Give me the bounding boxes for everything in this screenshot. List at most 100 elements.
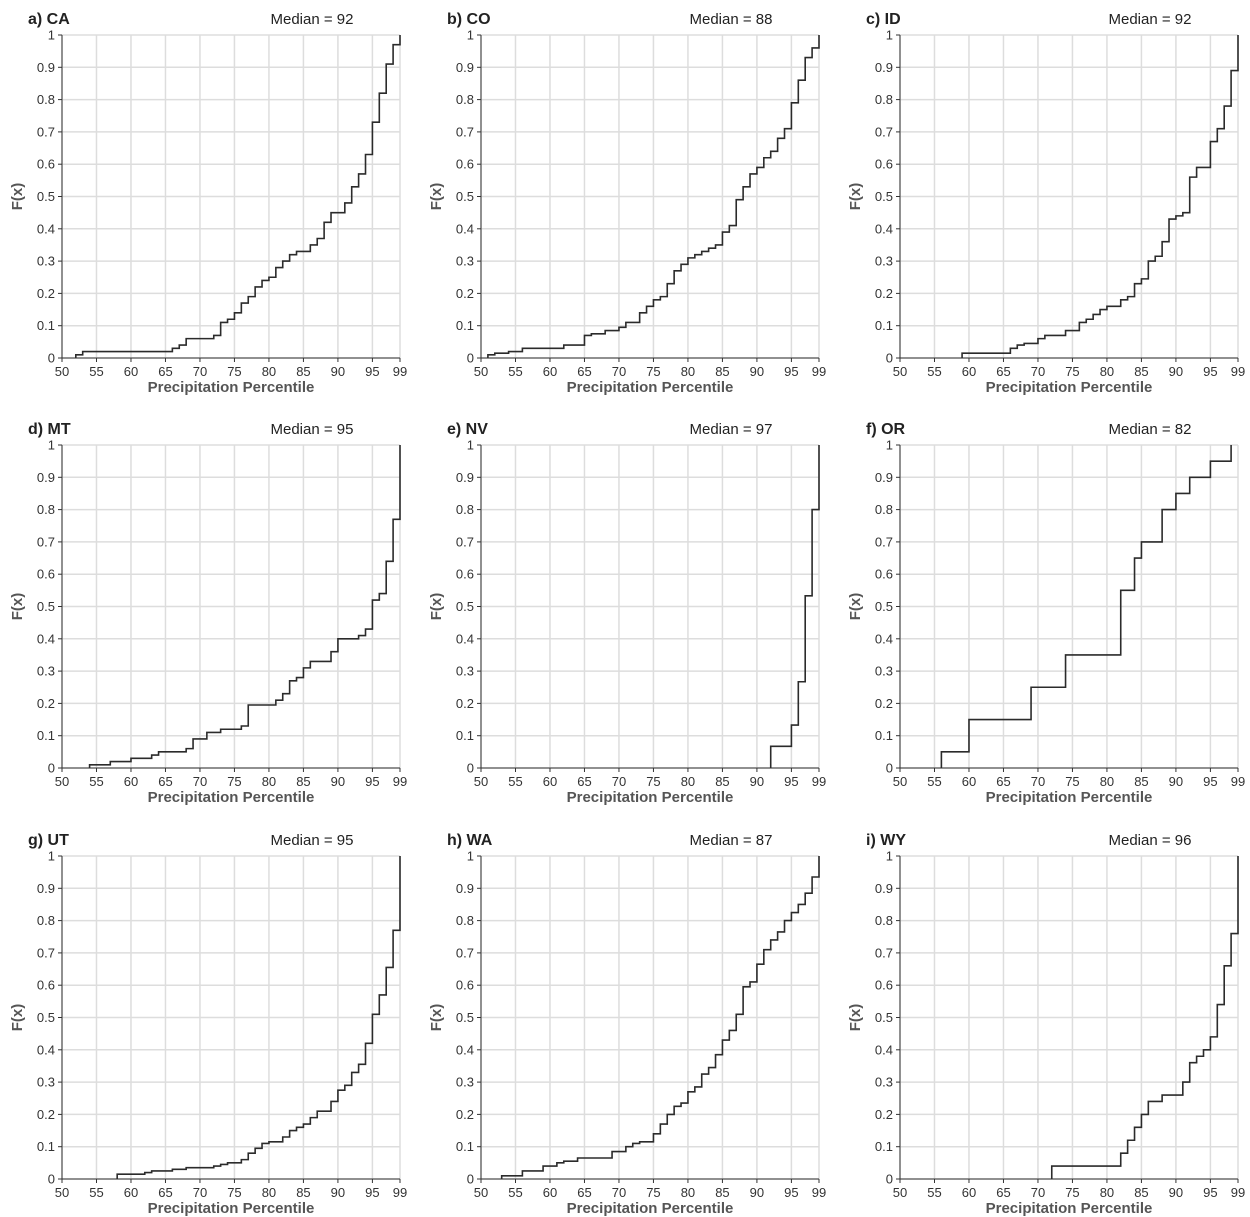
y-tick-label: 0.4 <box>37 221 55 236</box>
y-axis-label: F(x) <box>847 183 864 211</box>
x-tick-label: 99 <box>393 1185 407 1200</box>
y-tick-label: 0.2 <box>456 696 474 711</box>
y-tick-label: 0.4 <box>456 221 474 236</box>
x-axis-label: Precipitation Percentile <box>567 379 734 396</box>
y-tick-label: 0.4 <box>37 631 55 646</box>
y-tick-label: 0.7 <box>875 534 893 549</box>
x-tick-label: 50 <box>893 364 907 379</box>
median-label: Median = 97 <box>690 421 773 438</box>
x-tick-label: 55 <box>508 774 522 789</box>
y-tick-label: 0.7 <box>456 124 474 139</box>
x-tick-label: 99 <box>812 1185 826 1200</box>
x-tick-label: 85 <box>296 1185 310 1200</box>
panel-3: 50 55 60 65 70 75 80 85 90 95 99 0 0.1 0.2 0.3 0.4 0.5 0.… <box>9 421 407 806</box>
ecdf-step-line <box>1050 856 1239 1179</box>
y-tick-label: 0.9 <box>456 881 474 896</box>
y-tick-label: 0.1 <box>456 318 474 333</box>
y-tick-label: 1 <box>467 28 474 43</box>
y-tick-label: 0.6 <box>37 978 55 993</box>
panel-7: 50 55 60 65 70 75 80 85 90 95 99 0 0.1 0.2 0.3 0.4 0.5 0.… <box>428 832 826 1217</box>
x-tick-label: 50 <box>474 774 488 789</box>
x-tick-label: 90 <box>750 1185 764 1200</box>
y-tick-label: 0.5 <box>37 1010 55 1025</box>
x-tick-label: 85 <box>296 364 310 379</box>
x-tick-label: 80 <box>262 364 276 379</box>
y-tick-label: 0.9 <box>37 60 55 75</box>
panel-title: a) CA <box>28 11 70 28</box>
ecdf-step-line <box>940 445 1232 768</box>
y-tick-label: 0.7 <box>875 945 893 960</box>
x-tick-label: 70 <box>1031 774 1045 789</box>
y-axis-label: F(x) <box>847 593 864 621</box>
y-tick-label: 0.8 <box>875 92 893 107</box>
y-tick-label: 0.8 <box>456 92 474 107</box>
y-tick-label: 0.7 <box>37 124 55 139</box>
x-tick-label: 55 <box>89 1185 103 1200</box>
ecdf-step-line <box>500 856 820 1179</box>
x-tick-label: 60 <box>124 774 138 789</box>
x-tick-label: 75 <box>227 774 241 789</box>
y-tick-label: 0.1 <box>37 728 55 743</box>
y-tick-label: 0.5 <box>875 189 893 204</box>
x-tick-label: 60 <box>543 364 557 379</box>
x-tick-label: 60 <box>124 1185 138 1200</box>
panel-2: 50 55 60 65 70 75 80 85 90 95 99 0 0.1 0.2 0.3 0.4 0.5 0.… <box>847 11 1245 396</box>
y-tick-label: 0.4 <box>456 631 474 646</box>
x-tick-label: 90 <box>750 774 764 789</box>
x-tick-label: 85 <box>296 774 310 789</box>
y-tick-label: 0.3 <box>37 254 55 269</box>
x-tick-label: 65 <box>577 774 591 789</box>
y-tick-label: 0.7 <box>37 534 55 549</box>
y-tick-label: 0 <box>886 1172 893 1187</box>
y-tick-label: 0.5 <box>875 1010 893 1025</box>
panel-title: i) WY <box>866 832 906 849</box>
x-tick-label: 75 <box>1065 1185 1079 1200</box>
x-tick-label: 85 <box>1134 364 1148 379</box>
x-tick-label: 55 <box>927 1185 941 1200</box>
x-tick-label: 70 <box>612 774 626 789</box>
x-tick-label: 99 <box>1231 1185 1245 1200</box>
x-tick-label: 95 <box>784 364 798 379</box>
y-tick-label: 0.9 <box>37 470 55 485</box>
x-axis-label: Precipitation Percentile <box>148 379 315 396</box>
x-tick-label: 95 <box>365 364 379 379</box>
y-tick-label: 0.1 <box>875 1139 893 1154</box>
x-tick-label: 85 <box>715 1185 729 1200</box>
y-tick-label: 0.3 <box>875 254 893 269</box>
y-tick-label: 0.9 <box>456 60 474 75</box>
y-tick-label: 0.4 <box>875 631 893 646</box>
x-tick-label: 80 <box>681 1185 695 1200</box>
x-axis-label: Precipitation Percentile <box>148 1200 315 1217</box>
y-tick-label: 0.9 <box>875 881 893 896</box>
y-tick-label: 0.3 <box>456 1075 474 1090</box>
x-tick-label: 50 <box>893 774 907 789</box>
y-tick-label: 0.2 <box>875 1107 893 1122</box>
x-tick-label: 80 <box>1100 364 1114 379</box>
y-axis-label: F(x) <box>9 593 26 621</box>
x-tick-label: 55 <box>89 774 103 789</box>
x-axis-label: Precipitation Percentile <box>567 1200 734 1217</box>
median-label: Median = 92 <box>271 11 354 28</box>
x-tick-label: 50 <box>55 1185 69 1200</box>
x-tick-label: 50 <box>474 1185 488 1200</box>
x-tick-label: 95 <box>365 774 379 789</box>
x-tick-label: 95 <box>784 1185 798 1200</box>
ecdf-step-line <box>487 35 820 358</box>
x-tick-label: 75 <box>1065 364 1079 379</box>
y-tick-label: 0.8 <box>37 92 55 107</box>
x-tick-label: 70 <box>193 364 207 379</box>
y-tick-label: 0.3 <box>875 664 893 679</box>
x-tick-label: 75 <box>646 1185 660 1200</box>
y-tick-label: 0.9 <box>875 470 893 485</box>
x-tick-label: 55 <box>508 364 522 379</box>
y-tick-label: 0.5 <box>37 189 55 204</box>
y-tick-label: 0.6 <box>875 978 893 993</box>
x-tick-label: 90 <box>331 1185 345 1200</box>
y-tick-label: 0.9 <box>456 470 474 485</box>
y-tick-label: 0.1 <box>37 318 55 333</box>
y-tick-label: 0.2 <box>37 286 55 301</box>
y-tick-label: 0.5 <box>37 599 55 614</box>
x-tick-label: 60 <box>962 774 976 789</box>
y-tick-label: 0.1 <box>456 1139 474 1154</box>
y-tick-label: 0.2 <box>37 696 55 711</box>
